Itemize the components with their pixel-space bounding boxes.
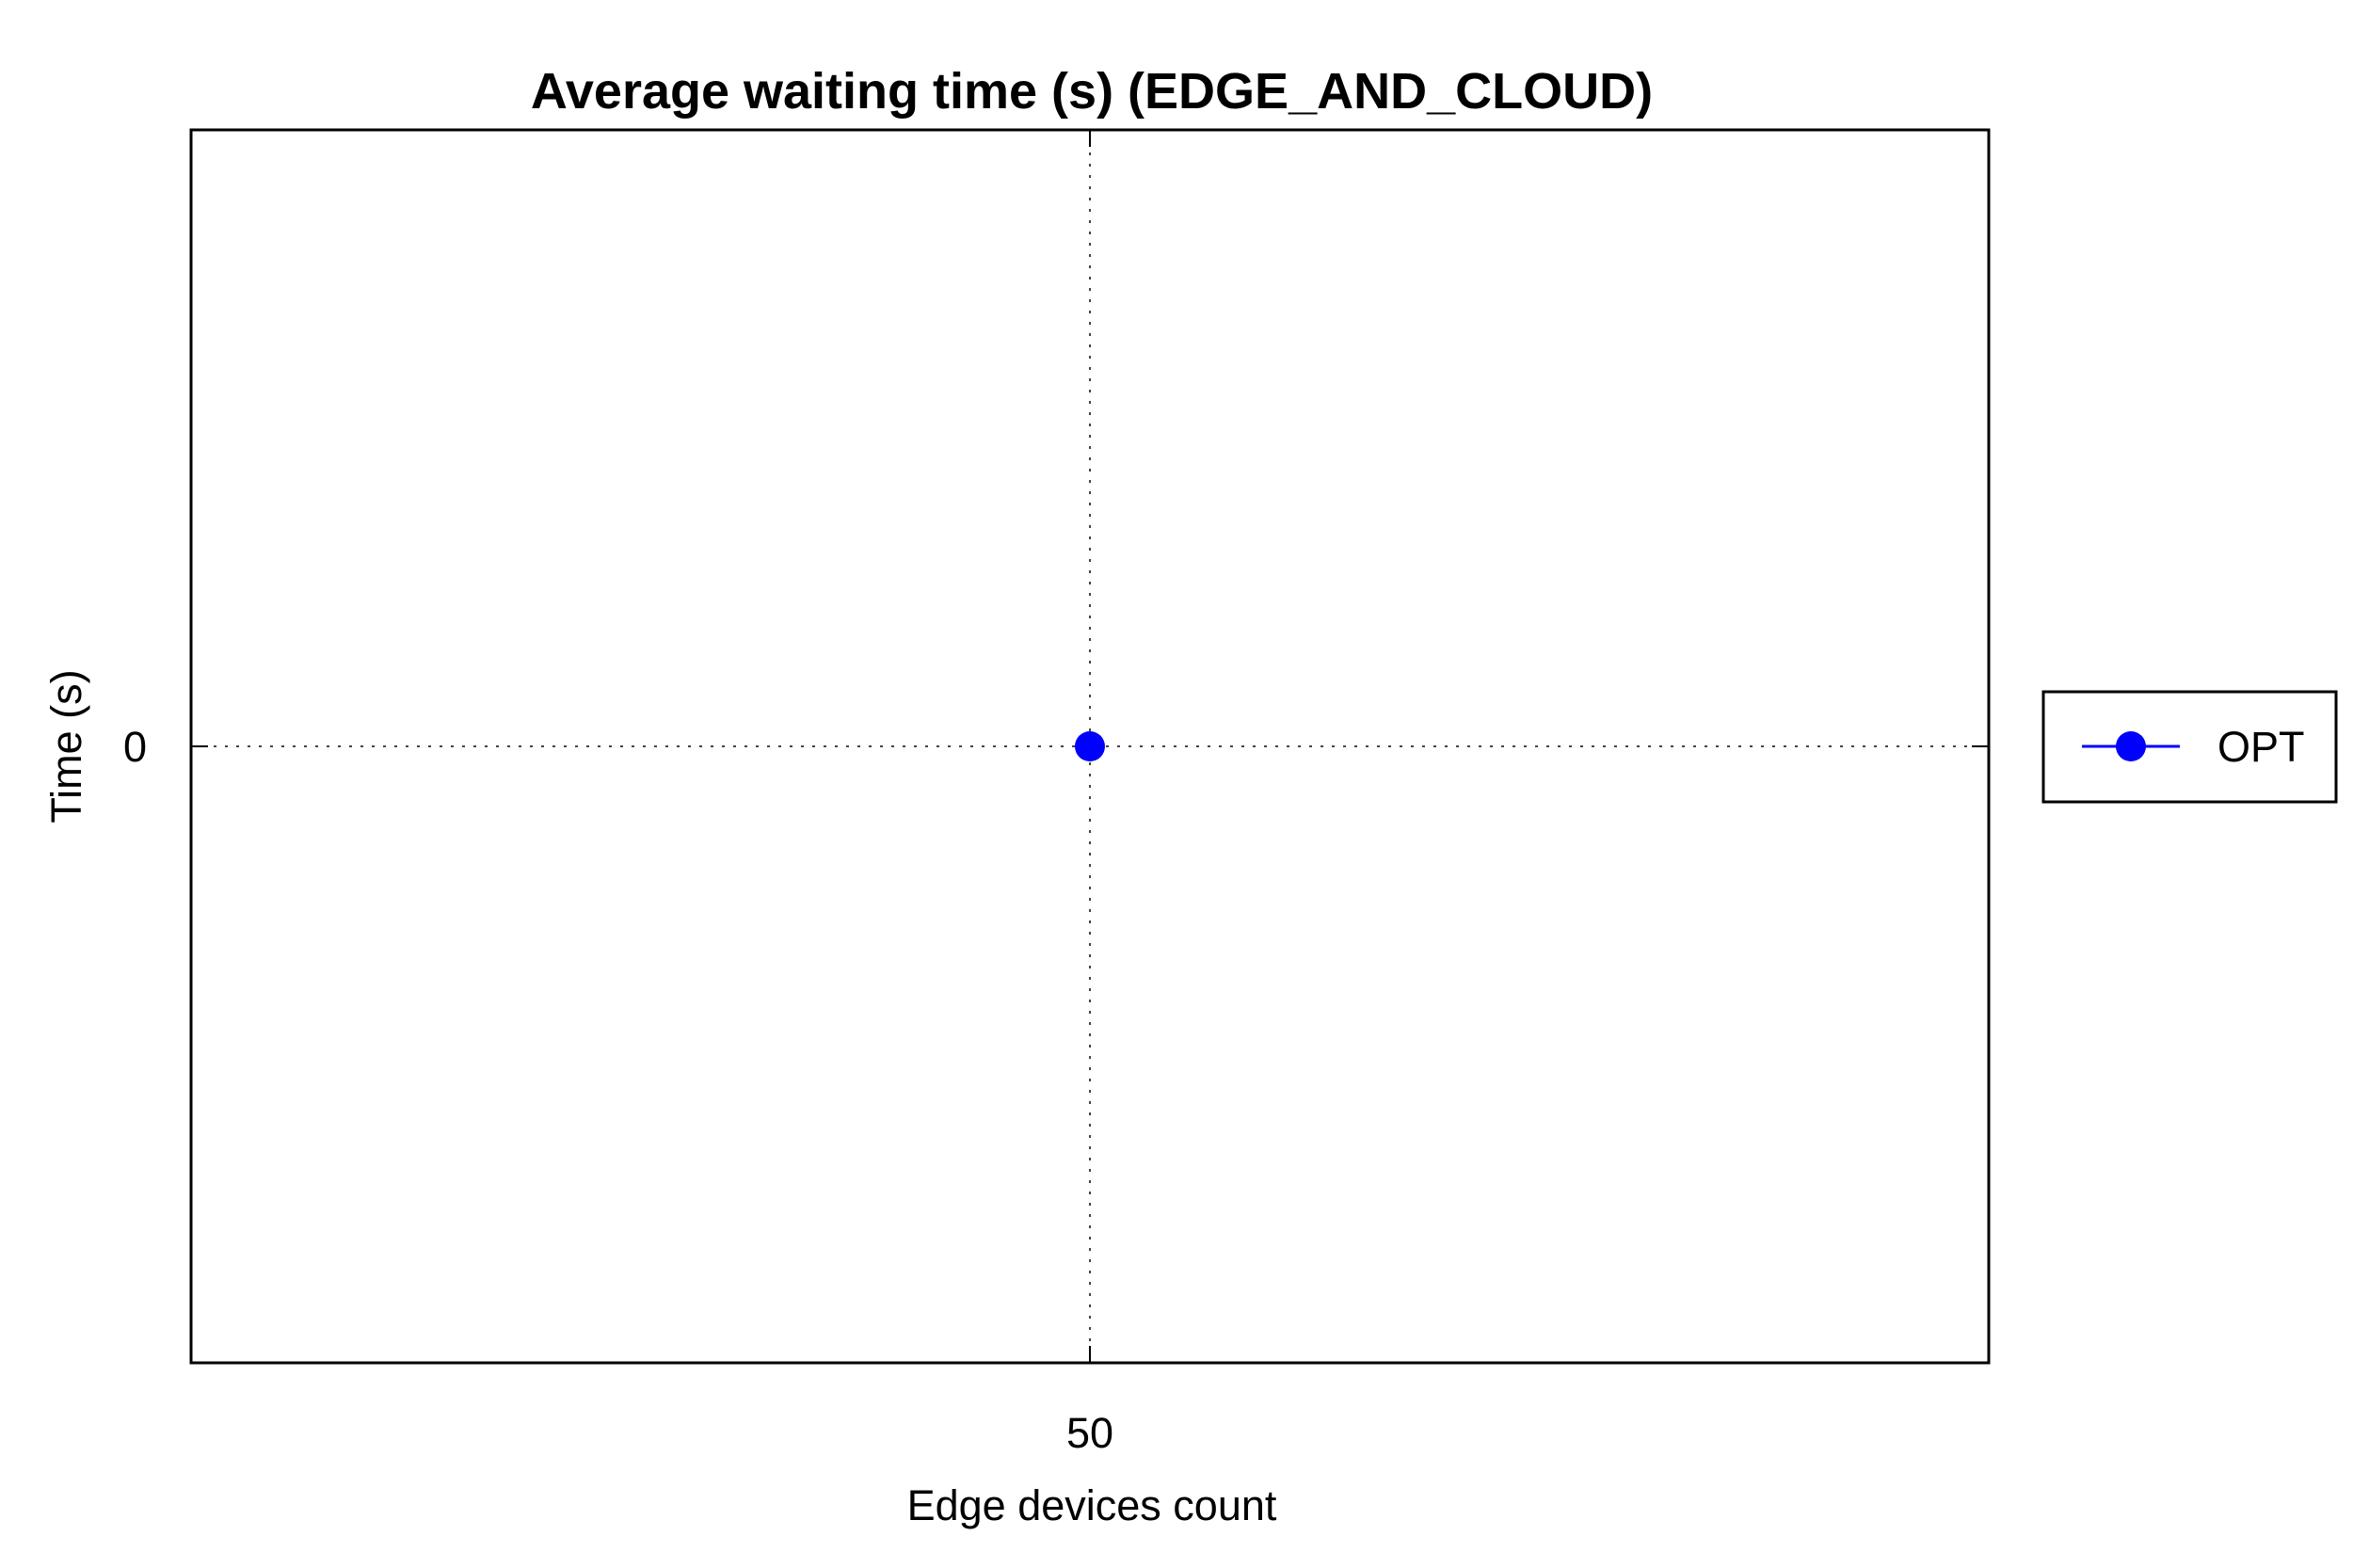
x-axis-label: Edge devices count xyxy=(907,1481,1277,1529)
legend: OPT xyxy=(2041,690,2338,804)
gridlines xyxy=(191,130,1989,1363)
x-tick-label: 50 xyxy=(1066,1409,1113,1457)
y-axis-label: Time (s) xyxy=(42,669,90,823)
axis-ticks xyxy=(191,130,1989,1363)
tick-labels: 50 0 xyxy=(123,723,1113,1457)
series-layer xyxy=(1075,731,1105,761)
legend-label-opt: OPT xyxy=(2217,723,2305,771)
y-tick-label: 0 xyxy=(123,723,147,771)
chart-title: Average waiting time (s) (EDGE_AND_CLOUD… xyxy=(531,63,1653,120)
data-point-opt xyxy=(1075,731,1105,761)
legend-marker-opt xyxy=(2116,731,2146,761)
